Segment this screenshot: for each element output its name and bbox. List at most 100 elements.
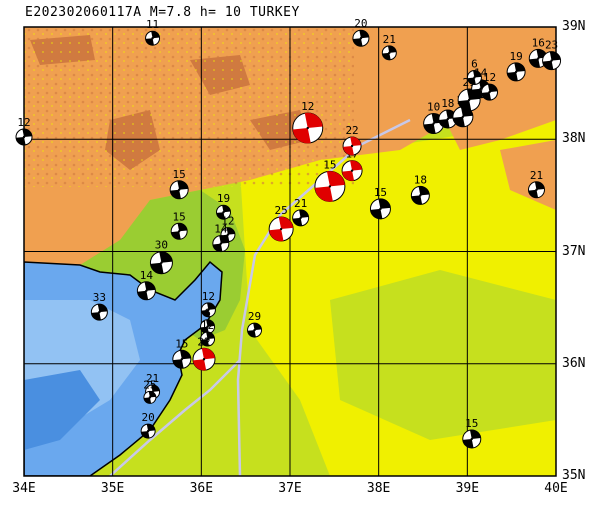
- event-depth-label: 30: [155, 239, 168, 252]
- event-wedge: [350, 160, 363, 171]
- event-center: [148, 396, 152, 399]
- event-depth-label: 25: [143, 378, 156, 391]
- event-marker[interactable]: 14: [212, 223, 230, 253]
- main-event-marker[interactable]: 22: [342, 124, 362, 156]
- event-marker[interactable]: 25: [143, 378, 157, 404]
- event-wedge: [473, 70, 482, 78]
- event-wedge: [91, 312, 101, 321]
- lat-label: 38N: [562, 131, 586, 147]
- event-center: [388, 51, 391, 55]
- event-marker[interactable]: 29: [247, 310, 263, 338]
- event-wedge: [206, 319, 215, 327]
- event-marker[interactable]: 19: [216, 192, 231, 220]
- event-depth-label: 10: [427, 101, 440, 114]
- event-wedge: [458, 99, 472, 112]
- sea-deep: [24, 370, 100, 450]
- event-center: [359, 37, 363, 40]
- event-depth-label: 16: [532, 36, 545, 49]
- event-marker[interactable]: 6: [466, 58, 482, 86]
- event-marker[interactable]: 21: [292, 197, 310, 227]
- event-marker[interactable]: 19: [506, 50, 526, 82]
- plain-region-east: [330, 270, 556, 440]
- main-event-marker[interactable]: 15: [314, 158, 346, 202]
- event-center: [419, 194, 422, 197]
- event-depth-label: 33: [93, 291, 106, 304]
- event-wedge: [418, 186, 430, 196]
- event-wedge: [387, 45, 397, 53]
- event-depth-label: 18: [441, 97, 454, 110]
- event-marker[interactable]: 15: [169, 168, 189, 200]
- event-wedge: [534, 181, 545, 190]
- lon-label: 39E: [455, 481, 480, 496]
- event-wedge: [528, 189, 539, 198]
- event-marker[interactable]: 21: [527, 169, 545, 199]
- event-center: [537, 57, 540, 60]
- event-wedge: [382, 52, 391, 60]
- event-depth-label: 12: [301, 100, 314, 113]
- event-wedge: [411, 195, 423, 205]
- event-depth-label: 12: [221, 215, 234, 228]
- event-wedge: [145, 38, 154, 46]
- fault-line: [109, 359, 241, 476]
- lat-label: 35N: [562, 468, 586, 483]
- event-wedge: [143, 397, 152, 404]
- event-wedge: [151, 384, 160, 392]
- event-wedge: [350, 136, 362, 146]
- event-depth-label: 19: [509, 50, 522, 63]
- event-center: [160, 261, 163, 264]
- event-marker[interactable]: 21: [381, 33, 397, 61]
- event-wedge: [172, 359, 184, 369]
- event-marker[interactable]: 30: [149, 239, 173, 275]
- event-marker[interactable]: 14: [136, 269, 156, 301]
- lon-label: 36E: [189, 481, 214, 496]
- main-event-marker[interactable]: 22: [192, 335, 216, 371]
- event-depth-label: 15: [173, 168, 186, 181]
- event-marker[interactable]: 23: [542, 39, 562, 71]
- event-wedge: [144, 281, 156, 291]
- event-center: [550, 59, 553, 62]
- event-center: [473, 76, 476, 79]
- event-marker[interactable]: 18: [438, 97, 458, 129]
- event-depth-label: 21: [530, 169, 543, 182]
- lon-label: 38E: [366, 481, 391, 496]
- main-event-marker[interactable]: 12: [292, 100, 324, 144]
- event-wedge: [314, 186, 333, 202]
- event-wedge: [148, 391, 156, 398]
- event-wedge: [326, 171, 345, 187]
- event-depth-label: 6: [204, 307, 211, 320]
- terrain-texture: [24, 27, 354, 187]
- event-marker[interactable]: 15: [462, 417, 482, 449]
- event-wedge: [469, 429, 481, 439]
- event-marker[interactable]: 18: [410, 173, 430, 205]
- event-depth-label: 25: [275, 204, 288, 217]
- event-marker[interactable]: 15: [172, 337, 192, 369]
- event-wedge: [177, 223, 188, 232]
- main-event-marker[interactable]: 25: [268, 204, 294, 242]
- event-marker[interactable]: 12: [200, 319, 216, 347]
- event-marker[interactable]: 20: [140, 411, 156, 439]
- event-marker[interactable]: 15: [369, 186, 391, 220]
- event-marker[interactable]: 20: [352, 17, 370, 47]
- event-center: [467, 98, 471, 102]
- lat-label: 36N: [562, 355, 586, 371]
- lon-label: 37E: [278, 481, 302, 496]
- event-marker[interactable]: 11: [145, 18, 161, 46]
- event-depth-label: 29: [248, 310, 261, 323]
- event-wedge: [462, 438, 474, 449]
- event-marker[interactable]: 33: [90, 291, 108, 321]
- event-wedge: [352, 38, 363, 47]
- event-wedge: [22, 128, 32, 138]
- event-marker[interactable]: 12: [200, 290, 216, 318]
- event-marker[interactable]: 6: [200, 307, 216, 335]
- event-depth-label: 14: [214, 223, 228, 236]
- event-wedge: [253, 322, 262, 331]
- event-wedge: [423, 123, 436, 134]
- event-wedge: [207, 302, 216, 310]
- event-marker[interactable]: 12: [481, 71, 498, 101]
- event-marker[interactable]: 15: [170, 210, 188, 240]
- event-wedge: [514, 62, 526, 72]
- event-center: [432, 122, 435, 125]
- event-marker[interactable]: 12: [15, 116, 33, 146]
